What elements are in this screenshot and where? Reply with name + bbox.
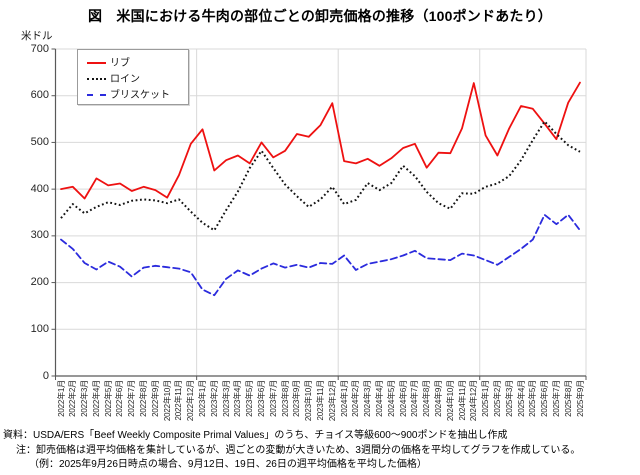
x-tick-label: 2024年4月 <box>374 379 384 417</box>
x-tick-label: 2022年9月 <box>150 379 160 417</box>
x-tick-label: 2025年6月 <box>540 379 550 417</box>
y-tick-label: 200 <box>30 276 49 289</box>
y-tick-label: 100 <box>30 322 49 335</box>
y-tick-label: 300 <box>30 229 49 242</box>
x-tick-label: 2023年5月 <box>245 379 255 417</box>
footnote-source: 資料：USDA/ERS「Beef Weekly Composite Primal… <box>3 430 508 441</box>
x-tick-label: 2023年11月 <box>316 379 325 421</box>
x-tick-label: 2022年1月 <box>56 379 66 417</box>
legend-label-loin: ロイン <box>110 73 140 85</box>
x-tick-label: 2022年4月 <box>91 379 101 417</box>
x-tick-label: 2022年10月 <box>162 379 172 421</box>
x-tick-label: 2025年5月 <box>528 379 538 417</box>
legend-item-brisket: ブリスケット <box>87 87 188 103</box>
legend-item-rib: リブ <box>87 55 188 71</box>
legend: リブ ロイン ブリスケット <box>77 49 189 105</box>
x-tick-label: 2025年4月 <box>516 379 526 417</box>
x-tick-label: 2022年5月 <box>103 379 113 417</box>
x-tick-label: 2023年8月 <box>280 379 290 417</box>
x-tick-label: 2024年8月 <box>422 379 432 417</box>
x-tick-label: 2022年8月 <box>139 379 149 417</box>
loin-line-sample-icon <box>87 78 106 80</box>
x-tick-label: 2022年7月 <box>127 379 137 417</box>
x-tick-label: 2025年2月 <box>492 379 502 417</box>
rib-line-sample-icon <box>87 62 106 64</box>
y-axis-unit-label: 米ドル <box>21 30 53 42</box>
x-tick-label: 2023年10月 <box>304 379 314 421</box>
footnote-example: （例：2025年9月26日時点の場合、9月12日、19日、26日の週平均価格を平… <box>29 459 427 470</box>
x-tick-label: 2025年8月 <box>563 379 573 417</box>
x-tick-label: 2024年6月 <box>398 379 408 417</box>
x-tick-label: 2022年12月 <box>186 379 196 421</box>
x-tick-label: 2025年7月 <box>551 379 561 417</box>
brisket-line-sample-icon <box>87 94 106 96</box>
x-tick-label: 2022年6月 <box>115 379 125 417</box>
x-tick-label: 2024年2月 <box>351 379 361 417</box>
x-tick-label: 2024年5月 <box>386 379 396 417</box>
series-line-0 <box>60 81 581 200</box>
x-tick-label: 2024年10月 <box>445 379 455 421</box>
x-tick-label: 2024年9月 <box>433 379 443 417</box>
x-tick-label: 2024年11月 <box>457 379 467 421</box>
footnote-note: 注：卸売価格は週平均価格を集計しているが、週ごとの変動が大きいため、3週間分の価… <box>16 444 581 456</box>
x-tick-label: 2022年3月 <box>80 379 90 417</box>
footnotes: 資料：USDA/ERS「Beef Weekly Composite Primal… <box>3 429 639 473</box>
x-tick-label: 2024年7月 <box>410 379 420 417</box>
y-tick-label: 700 <box>30 42 49 55</box>
x-tick-label: 2023年1月 <box>198 379 208 417</box>
x-tick-label: 2023年6月 <box>257 379 267 417</box>
chart-title: 図 米国における牛肉の部位ごとの卸売価格の推移（100ポンドあたり） <box>87 8 553 24</box>
y-tick-label: 400 <box>30 182 49 195</box>
legend-label-brisket: ブリスケット <box>110 89 170 101</box>
x-tick-label: 2024年3月 <box>363 379 373 417</box>
x-tick-label: 2025年9月 <box>575 379 585 417</box>
x-tick-label: 2023年12月 <box>327 379 337 421</box>
y-tick-label: 0 <box>42 369 49 382</box>
x-tick-label: 2022年11月 <box>174 379 184 421</box>
legend-item-loin: ロイン <box>87 71 188 87</box>
series-line-1 <box>60 120 581 232</box>
y-tick-label: 500 <box>30 135 49 148</box>
x-tick-label: 2023年3月 <box>221 379 231 417</box>
x-tick-label: 2025年1月 <box>481 379 491 417</box>
x-tick-label: 2025年3月 <box>504 379 514 417</box>
x-tick-label: 2023年4月 <box>233 379 243 417</box>
x-tick-label: 2024年1月 <box>339 379 349 417</box>
x-tick-label: 2024年12月 <box>469 379 479 421</box>
x-tick-label: 2023年9月 <box>292 379 302 417</box>
x-tick-label: 2023年2月 <box>209 379 219 417</box>
y-tick-label: 600 <box>30 89 49 102</box>
x-tick-label: 2023年7月 <box>268 379 278 417</box>
legend-label-rib: リブ <box>110 57 130 69</box>
x-tick-label: 2022年2月 <box>68 379 78 417</box>
series-line-2 <box>60 213 581 297</box>
